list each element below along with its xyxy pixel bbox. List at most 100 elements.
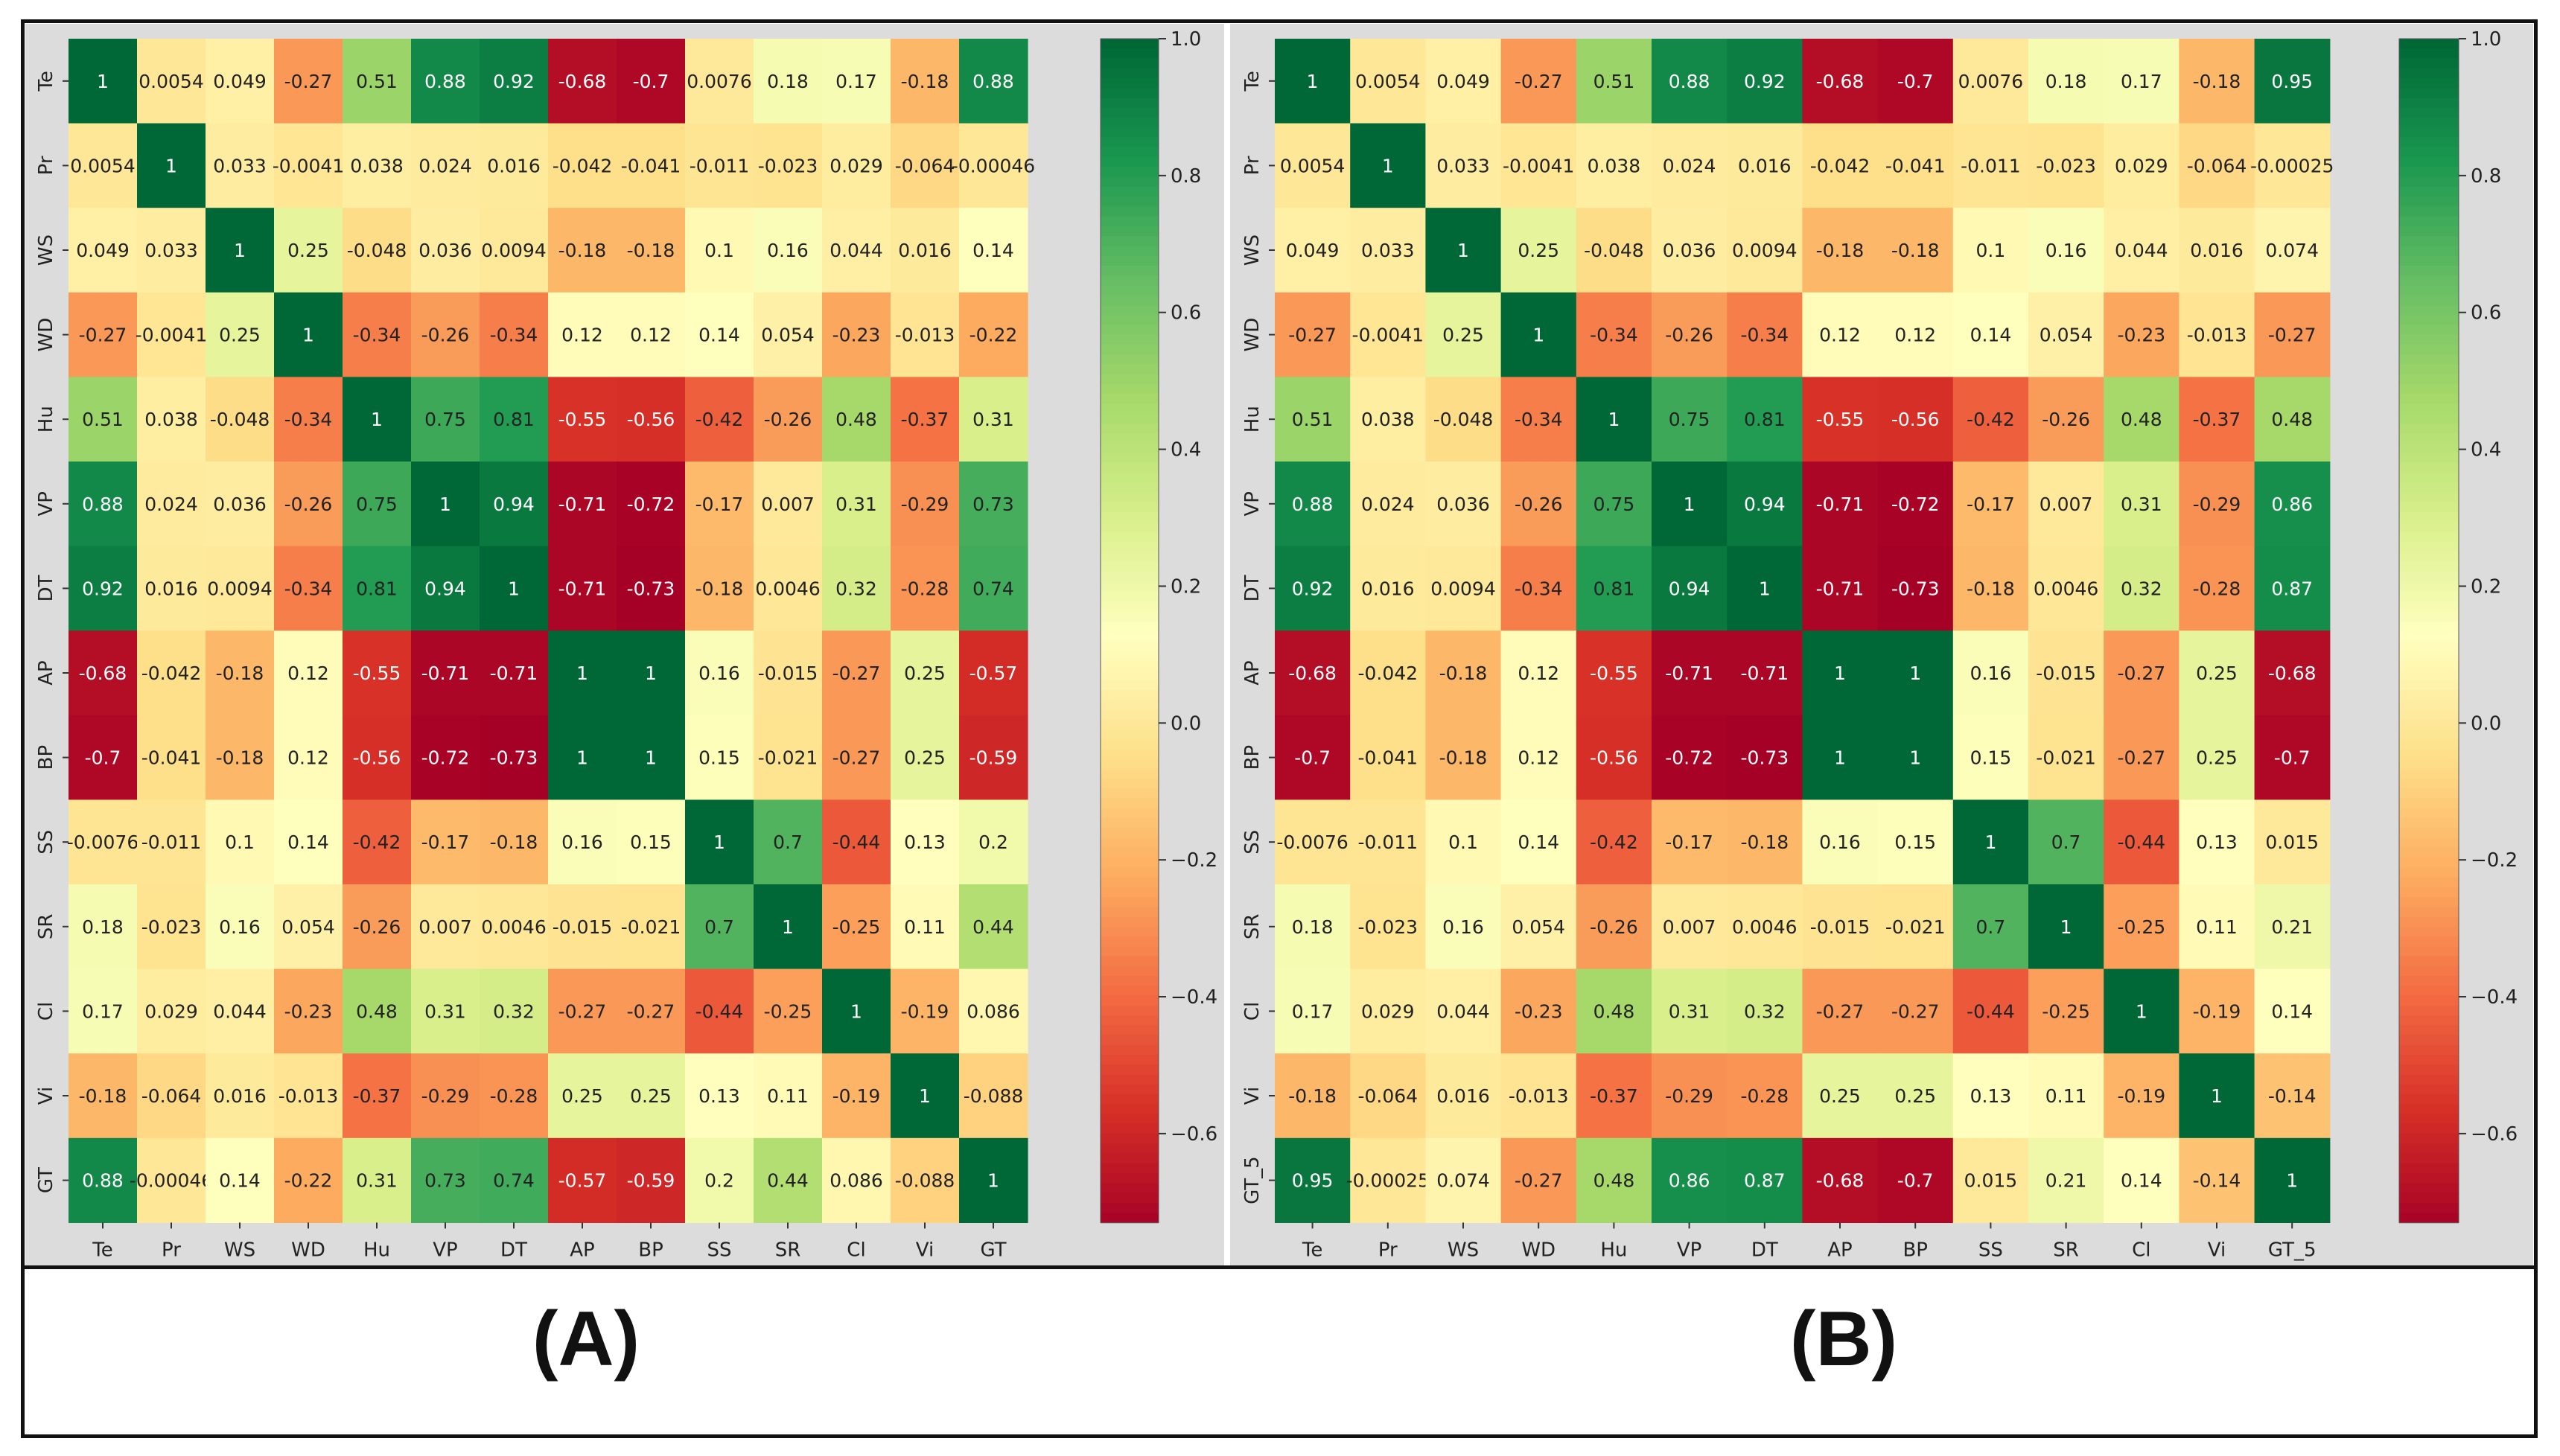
heatmap-b-cell-label: 0.15	[1894, 831, 1936, 853]
heatmap-a-x-tick-label: WS	[224, 1239, 255, 1261]
heatmap-b-cell-label: 0.48	[2121, 409, 2162, 430]
heatmap-b-cell-label: 0.038	[1361, 409, 1415, 430]
heatmap-a-cell	[206, 292, 275, 377]
heatmap-b-cell-label: -0.18	[1967, 578, 2015, 599]
heatmap-b-cell	[2179, 377, 2255, 462]
heatmap-b-cell-label: 0.16	[1442, 916, 1484, 938]
heatmap-b-cell-label: -0.25	[2042, 1000, 2090, 1022]
heatmap-b-x-tick-label: Te	[1302, 1239, 1322, 1261]
heatmap-b-cell-label: 0.0054	[1280, 155, 1345, 176]
colorbar-a-segment	[1101, 186, 1159, 197]
colorbar-b-segment	[2399, 137, 2459, 148]
heatmap-a-cell	[891, 968, 960, 1054]
heatmap-b-cell	[1500, 208, 1577, 293]
heatmap-b-cell-label: -0.18	[1740, 831, 1789, 853]
heatmap-a-cell-label: 0.2	[978, 831, 1008, 853]
colorbar-a-segment	[1101, 265, 1159, 276]
heatmap-a-cell-label: 0.14	[287, 831, 329, 853]
heatmap-a-cell-label: 1	[576, 747, 588, 769]
heatmap-a-cell	[548, 1053, 617, 1139]
colorbar-b-segment	[2399, 759, 2459, 770]
heatmap-a-cell-label: 1	[165, 155, 177, 176]
colorbar-a-segment	[1101, 808, 1159, 819]
heatmap-b-cell-label: 0.0054	[1355, 71, 1420, 92]
heatmap-a-cell-label: -0.73	[490, 747, 538, 769]
heatmap-a-cell	[891, 799, 960, 885]
heatmap-a-cell	[959, 462, 1028, 547]
colorbar-a-segment	[1101, 650, 1159, 661]
heatmap-b-cell-label: -0.00025	[1346, 1170, 1430, 1192]
heatmap-b-cell-label: 1	[2136, 1000, 2147, 1022]
colorbar-b-segment	[2399, 956, 2459, 967]
heatmap-b-cell	[1350, 715, 1426, 800]
heatmap-a-cell-label: -0.26	[421, 325, 470, 346]
colorbar-b-segment	[2399, 660, 2459, 671]
colorbar-a-segment	[1101, 858, 1159, 869]
heatmap-a-cell-label: -0.44	[695, 1000, 744, 1022]
heatmap-a-cell	[548, 884, 617, 970]
colorbar-b-segment	[2399, 236, 2459, 247]
colorbar-b-segment	[2399, 847, 2459, 858]
heatmap-b-cell	[1425, 799, 1502, 885]
heatmap-a-cell	[480, 799, 549, 885]
heatmap-a-cell	[206, 546, 275, 631]
heatmap-a-cell-label: -0.18	[490, 831, 538, 853]
heatmap-b-cell	[1425, 715, 1502, 800]
heatmap-a-cell	[891, 884, 960, 970]
heatmap-a-y-tick-label: Te	[35, 71, 57, 92]
colorbar-a-segment	[1101, 1074, 1159, 1085]
heatmap-b-cell-label: 0.016	[1361, 578, 1415, 599]
heatmap-a-cell	[959, 546, 1028, 631]
heatmap-a-cell-label: -0.71	[558, 578, 607, 599]
heatmap-b-cell	[2104, 630, 2179, 716]
heatmap-b-cell-label: 0.25	[1894, 1085, 1936, 1107]
heatmap-b-y-tick-label: SS	[1241, 830, 1264, 855]
heatmap-b-cell	[1350, 462, 1426, 547]
heatmap-a-cell	[206, 630, 275, 716]
heatmap-b-cell	[1576, 630, 1652, 716]
heatmap-a-cell	[617, 1137, 686, 1223]
heatmap-a-cell-label: -0.17	[695, 494, 744, 515]
heatmap-a-cell	[69, 546, 138, 631]
colorbar-a-tick-label: −0.6	[1171, 1123, 1217, 1146]
colorbar-b-segment	[2399, 394, 2459, 405]
heatmap-b-cell-label: 0.16	[1819, 831, 1861, 853]
heatmap-a-cell-label: -0.021	[758, 747, 818, 769]
colorbar-b-segment	[2399, 206, 2459, 217]
heatmap-b-cell	[1727, 968, 1803, 1054]
heatmap-a-cell	[411, 39, 480, 124]
heatmap-b-cell	[1275, 39, 1351, 124]
heatmap-a-y-tick-label: Vi	[35, 1087, 57, 1105]
heatmap-b-cell-label: -0.27	[2117, 747, 2165, 769]
heatmap-a-cell-label: -0.22	[284, 1170, 333, 1192]
heatmap-a-cell-label: 0.88	[424, 71, 466, 92]
heatmap-b-x-tick-label: AP	[1827, 1239, 1852, 1261]
heatmap-a-cell-label: -0.29	[901, 494, 949, 515]
heatmap-a-cell	[274, 1053, 343, 1139]
heatmap-a-cell	[137, 208, 206, 293]
heatmap-b-cell-label: -0.18	[1439, 662, 1488, 684]
heatmap-b-cell	[2179, 630, 2255, 716]
heatmap-b-cell-label: -0.26	[1590, 916, 1638, 938]
heatmap-b-cell	[1350, 884, 1426, 970]
heatmap-a-cell-label: -0.27	[832, 747, 881, 769]
heatmap-a-cell	[891, 377, 960, 462]
heatmap-b-cell-label: -0.73	[1740, 747, 1789, 769]
heatmap-a-cell	[480, 1053, 549, 1139]
colorbar-a-segment	[1101, 926, 1159, 937]
colorbar-b-segment	[2399, 1153, 2459, 1164]
colorbar-b-segment	[2399, 1192, 2459, 1204]
heatmap-b-cell	[1652, 123, 1728, 208]
heatmap-a-cell	[137, 799, 206, 885]
colorbar-b-segment	[2399, 186, 2459, 197]
heatmap-a-cell	[206, 462, 275, 547]
colorbar-a-segment	[1101, 1025, 1159, 1036]
heatmap-a-cell	[69, 630, 138, 716]
heatmap-b-cell	[1727, 377, 1803, 462]
heatmap-a-y-tick-label: DT	[35, 575, 57, 601]
heatmap-a-cell-label: 0.044	[213, 1000, 267, 1022]
colorbar-b-segment	[2399, 304, 2459, 316]
heatmap-b-cell	[1500, 292, 1577, 377]
colorbar-b-segment	[2399, 887, 2459, 898]
colorbar-a-segment	[1101, 699, 1159, 711]
